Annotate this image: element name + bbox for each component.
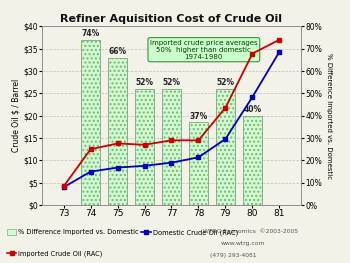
Text: 74%: 74% xyxy=(82,29,100,38)
Text: 40%: 40% xyxy=(243,105,261,114)
Text: Imported crude price averages
50%  higher than domestic
1974-1980: Imported crude price averages 50% higher… xyxy=(150,40,258,60)
Text: 52%: 52% xyxy=(135,78,154,87)
Bar xyxy=(135,89,154,205)
Text: 66%: 66% xyxy=(108,47,127,56)
Bar xyxy=(108,58,127,205)
Text: (479) 293-4081: (479) 293-4081 xyxy=(210,253,257,258)
Bar xyxy=(81,40,100,205)
Text: 37%: 37% xyxy=(189,112,208,121)
Bar xyxy=(243,116,262,205)
Bar xyxy=(162,89,181,205)
Bar xyxy=(189,122,208,205)
Y-axis label: % Difference Imported vs. Domestic: % Difference Imported vs. Domestic xyxy=(326,53,332,179)
Y-axis label: Crude Oil $ / Barrel: Crude Oil $ / Barrel xyxy=(12,79,20,152)
Bar xyxy=(162,89,181,205)
Bar xyxy=(189,122,208,205)
Legend: % Difference Imported vs. Domestic, Domestic Crude Oil (RAC): % Difference Imported vs. Domestic, Dome… xyxy=(7,229,238,236)
Legend: Imported Crude Oil (RAC): Imported Crude Oil (RAC) xyxy=(7,250,103,257)
Text: www.wtrg.com: www.wtrg.com xyxy=(220,241,265,246)
Bar xyxy=(243,116,262,205)
Bar xyxy=(108,58,127,205)
Bar xyxy=(216,89,235,205)
Text: WTRG Economics  ©2003-2005: WTRG Economics ©2003-2005 xyxy=(203,229,298,234)
Bar xyxy=(135,89,154,205)
Title: Refiner Aquisition Cost of Crude Oil: Refiner Aquisition Cost of Crude Oil xyxy=(61,14,282,24)
Bar xyxy=(81,40,100,205)
Bar xyxy=(216,89,235,205)
Text: 52%: 52% xyxy=(216,78,235,87)
Text: 52%: 52% xyxy=(162,78,181,87)
